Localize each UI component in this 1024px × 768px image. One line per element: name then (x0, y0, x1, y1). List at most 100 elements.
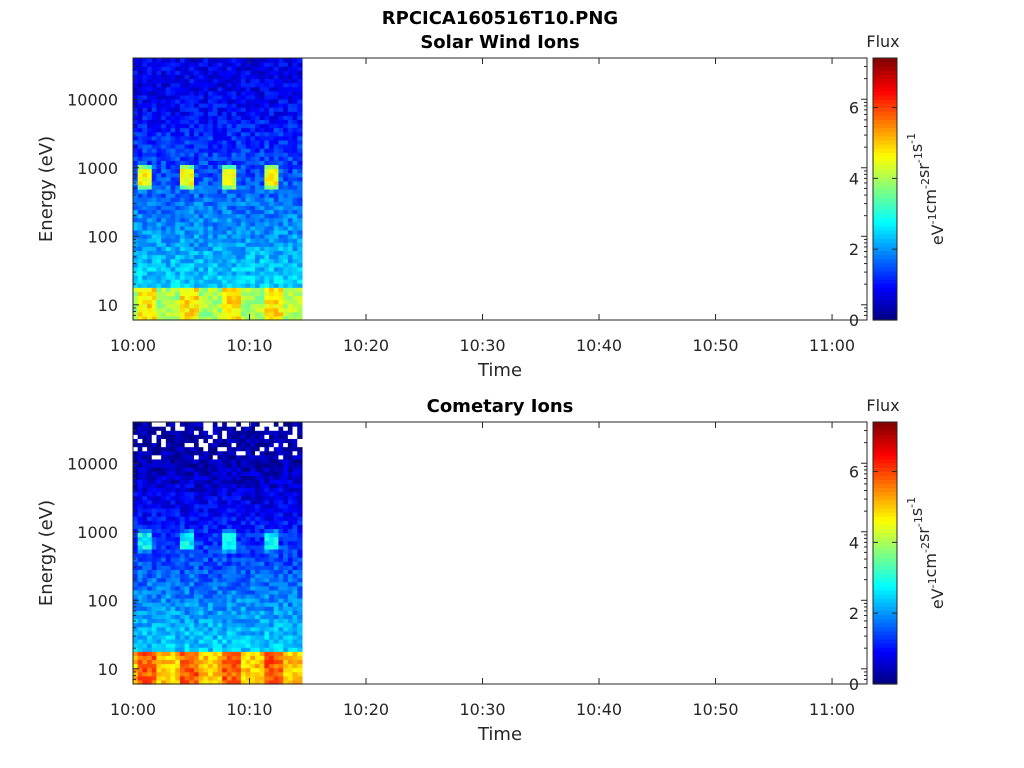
heatmap-cell (212, 287, 219, 292)
heatmap-cell (179, 495, 186, 501)
heatmap-cell (264, 180, 270, 186)
heatmap-cell (133, 152, 139, 157)
heatmap-cell (161, 135, 167, 141)
heatmap-cell (236, 111, 242, 116)
heatmap-cell (278, 148, 284, 153)
heatmap-cell (212, 573, 219, 579)
heatmap-cell (283, 553, 289, 558)
heatmap-cell (147, 610, 153, 615)
heatmap-cell (250, 262, 256, 268)
heatmap-cell (212, 254, 219, 260)
heatmap-cell (231, 618, 237, 624)
heatmap-cell (194, 274, 200, 280)
heatmap-cell (245, 528, 251, 534)
heatmap-cell (250, 238, 256, 243)
heatmap-cell (217, 491, 223, 497)
heatmap-cell (147, 201, 153, 206)
heatmap-cell (184, 467, 190, 472)
heatmap-cell (161, 499, 167, 505)
heatmap-cell (142, 205, 148, 211)
heatmap-cell (175, 651, 181, 656)
heatmap-cell (165, 454, 172, 460)
heatmap-cell (236, 647, 242, 652)
heatmap-cell (278, 82, 284, 88)
heatmap-cell (278, 164, 284, 170)
heatmap-cell (222, 131, 228, 137)
heatmap-cell (165, 593, 172, 599)
heatmap-cell (226, 426, 233, 431)
heatmap-cell (269, 503, 275, 509)
heatmap-cell (222, 238, 228, 243)
heatmap-cell (203, 266, 209, 272)
heatmap-cell (208, 139, 214, 145)
heatmap-cell (142, 299, 148, 305)
heatmap-cell (156, 258, 162, 264)
heatmap-cell (137, 524, 143, 530)
heatmap-cell (231, 303, 237, 309)
heatmap-cell (269, 283, 275, 288)
heatmap-cell (161, 107, 167, 112)
heatmap-cell (297, 618, 303, 624)
heatmap-cell (194, 315, 200, 321)
heatmap-cell (179, 209, 186, 215)
heatmap-cell (175, 663, 181, 669)
colorbar-swatch (873, 94, 897, 100)
heatmap-cell (184, 78, 190, 84)
heatmap-cell (194, 626, 200, 632)
colorbar-swatch (873, 193, 897, 198)
heatmap-cell (142, 189, 148, 194)
heatmap-cell (231, 610, 237, 615)
heatmap-cell (259, 168, 265, 174)
heatmap-cell (255, 311, 261, 317)
heatmap-cell (133, 94, 139, 100)
colorbar-swatch (873, 291, 897, 297)
heatmap-cell (250, 544, 256, 550)
heatmap-cell (226, 679, 233, 685)
heatmap-cell (170, 446, 176, 452)
heatmap-cell (142, 107, 148, 112)
heatmap-cell (222, 520, 228, 525)
heatmap-cell (255, 471, 261, 476)
heatmap-cell (133, 516, 139, 521)
heatmap-cell (165, 520, 172, 525)
heatmap-cell (184, 663, 190, 669)
heatmap-cell (170, 663, 176, 669)
heatmap-cell (273, 184, 280, 190)
heatmap-cell (212, 283, 219, 288)
heatmap-cell (231, 471, 237, 476)
heatmap-cell (217, 450, 223, 456)
heatmap-cell (161, 229, 167, 235)
heatmap-cell (198, 107, 204, 112)
heatmap-cell (161, 569, 167, 575)
heatmap-cell (236, 483, 242, 489)
heatmap-cell (278, 66, 284, 71)
heatmap-cell (292, 503, 298, 509)
heatmap-cell (198, 655, 204, 661)
heatmap-cell (184, 614, 190, 620)
heatmap-cell (278, 610, 284, 615)
heatmap-cell (203, 614, 209, 620)
heatmap-cell (212, 242, 219, 247)
heatmap-cell (189, 201, 195, 206)
heatmap-cell (189, 119, 195, 125)
heatmap-cell (236, 638, 242, 644)
heatmap-cell (156, 446, 162, 452)
colorbar-swatch (873, 491, 897, 497)
heatmap-cell (175, 638, 181, 644)
heatmap-cell (269, 315, 275, 321)
heatmap-cell (236, 139, 242, 145)
heatmap-cell (217, 528, 223, 534)
heatmap-cell (269, 589, 275, 595)
heatmap-cell (240, 274, 247, 280)
heatmap-cell (217, 651, 223, 656)
heatmap-cell (278, 471, 284, 476)
heatmap-cell (170, 651, 176, 656)
heatmap-cell (273, 311, 280, 317)
heatmap-cell (142, 291, 148, 297)
heatmap-cell (170, 622, 176, 628)
heatmap-cell (269, 585, 275, 591)
heatmap-cell (283, 446, 289, 452)
heatmap-cell (194, 279, 200, 284)
heatmap-cell (147, 254, 153, 260)
heatmap-cell (208, 287, 214, 292)
